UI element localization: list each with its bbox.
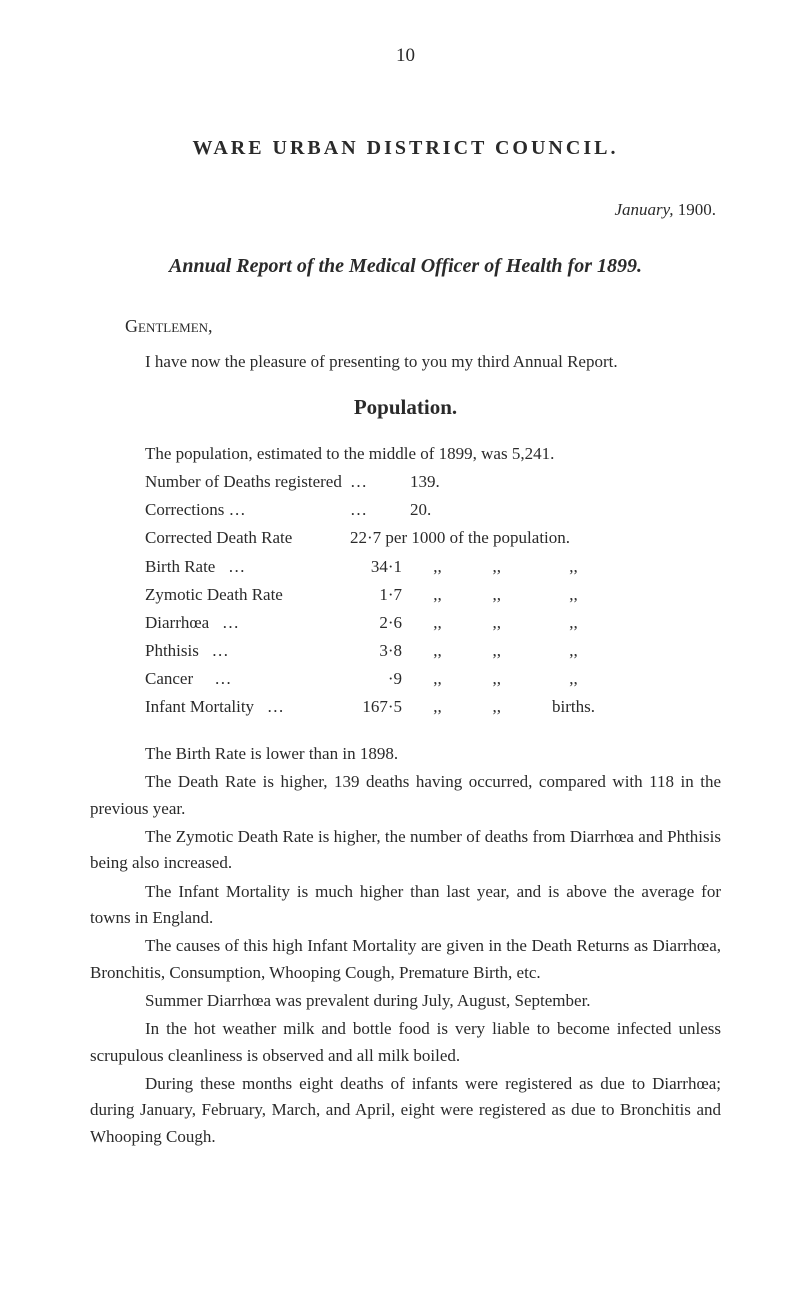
ditto-mark: ,, [410,609,465,637]
date-month: January, [614,200,673,219]
ditto-mark: ,, [529,665,619,693]
stat-row-phthisis: Phthisis … 3·8 ,, ,, ,, [145,637,721,665]
ditto-mark: ,, [469,581,524,609]
stat-label: Number of Deaths registered [145,468,350,496]
ditto-mark: ,, [410,637,465,665]
body-paragraph: The Zymotic Death Rate is higher, the nu… [90,824,721,877]
stat-label: Infant Mortality … [145,693,350,721]
stat-value: 3·8 [350,637,410,665]
births-label: births. [529,693,619,721]
ditto-mark: ,, [410,693,465,721]
salutation: Gentlemen, [125,316,721,337]
main-title: WARE URBAN DISTRICT COUNCIL. [90,137,721,160]
body-paragraph: The Infant Mortality is much higher than… [90,879,721,932]
body-paragraph: The Birth Rate is lower than in 1898. [90,741,721,767]
ditto-mark: ,, [529,581,619,609]
stat-row-diarrhoea: Diarrhœa … 2·6 ,, ,, ,, [145,609,721,637]
ditto-mark: ,, [469,609,524,637]
section-heading-population: Population. [90,395,721,420]
ditto-mark: ,, [529,609,619,637]
date-year: 1900. [678,200,716,219]
stat-label: Birth Rate … [145,553,350,581]
ditto-mark: ,, [469,553,524,581]
stat-ditto-row: ,, ,, ,, [410,581,721,609]
stat-row-deaths: Number of Deaths registered … 139. [145,468,721,496]
stat-value: 1·7 [350,581,410,609]
stat-label: Diarrhœa … [145,609,350,637]
ditto-mark: ,, [410,665,465,693]
stat-value: 2·6 [350,609,410,637]
ditto-mark: ,, [469,693,524,721]
stat-value: 167·5 [350,693,410,721]
body-paragraph: The causes of this high Infant Mortality… [90,933,721,986]
ditto-mark: ,, [469,637,524,665]
population-estimate-line: The population, estimated to the middle … [145,440,721,468]
stat-value: 139. [410,468,440,496]
stat-ditto-row: ,, ,, ,, [410,609,721,637]
stat-ditto-row: ,, ,, ,, [410,553,721,581]
stat-value-text: 22·7 per 1000 of the population. [350,524,570,552]
stat-row-zymotic: Zymotic Death Rate 1·7 ,, ,, ,, [145,581,721,609]
report-subtitle: Annual Report of the Medical Officer of … [90,255,721,278]
stat-row-cancer: Cancer … ·9 ,, ,, ,, [145,665,721,693]
body-paragraph: In the hot weather milk and bottle food … [90,1016,721,1069]
stat-ditto-row: ,, ,, ,, [410,637,721,665]
page-number: 10 [90,45,721,67]
stat-label: Corrected Death Rate [145,524,350,552]
body-paragraph: The Death Rate is higher, 139 deaths hav… [90,769,721,822]
ditto-mark: ,, [469,665,524,693]
stat-value: ·9 [350,665,410,693]
ditto-mark: ,, [529,637,619,665]
ditto-mark: ,, [410,553,465,581]
stat-value: 20. [410,496,431,524]
population-statistics: The population, estimated to the middle … [145,440,721,720]
body-paragraph: During these months eight deaths of infa… [90,1071,721,1150]
stat-label: Phthisis … [145,637,350,665]
stat-row-corrections: Corrections … … 20. [145,496,721,524]
stat-label: Zymotic Death Rate [145,581,350,609]
body-paragraph: Summer Diarrhœa was prevalent during Jul… [90,988,721,1014]
stat-dots: … [350,468,410,496]
stat-row-corrected-rate: Corrected Death Rate 22·7 per 1000 of th… [145,524,721,552]
stat-ditto-row: ,, ,, births. [410,693,721,721]
intro-paragraph: I have now the pleasure of presenting to… [90,349,721,375]
ditto-mark: ,, [410,581,465,609]
stat-dots: … [350,496,410,524]
stat-ditto-row: ,, ,, ,, [410,665,721,693]
stat-row-birth-rate: Birth Rate … 34·1 ,, ,, ,, [145,553,721,581]
ditto-mark: ,, [529,553,619,581]
date-line: January, 1900. [90,200,721,220]
stat-label: Cancer … [145,665,350,693]
stat-value: 34·1 [350,553,410,581]
stat-label: Corrections … [145,496,350,524]
stat-row-infant-mortality: Infant Mortality … 167·5 ,, ,, births. [145,693,721,721]
